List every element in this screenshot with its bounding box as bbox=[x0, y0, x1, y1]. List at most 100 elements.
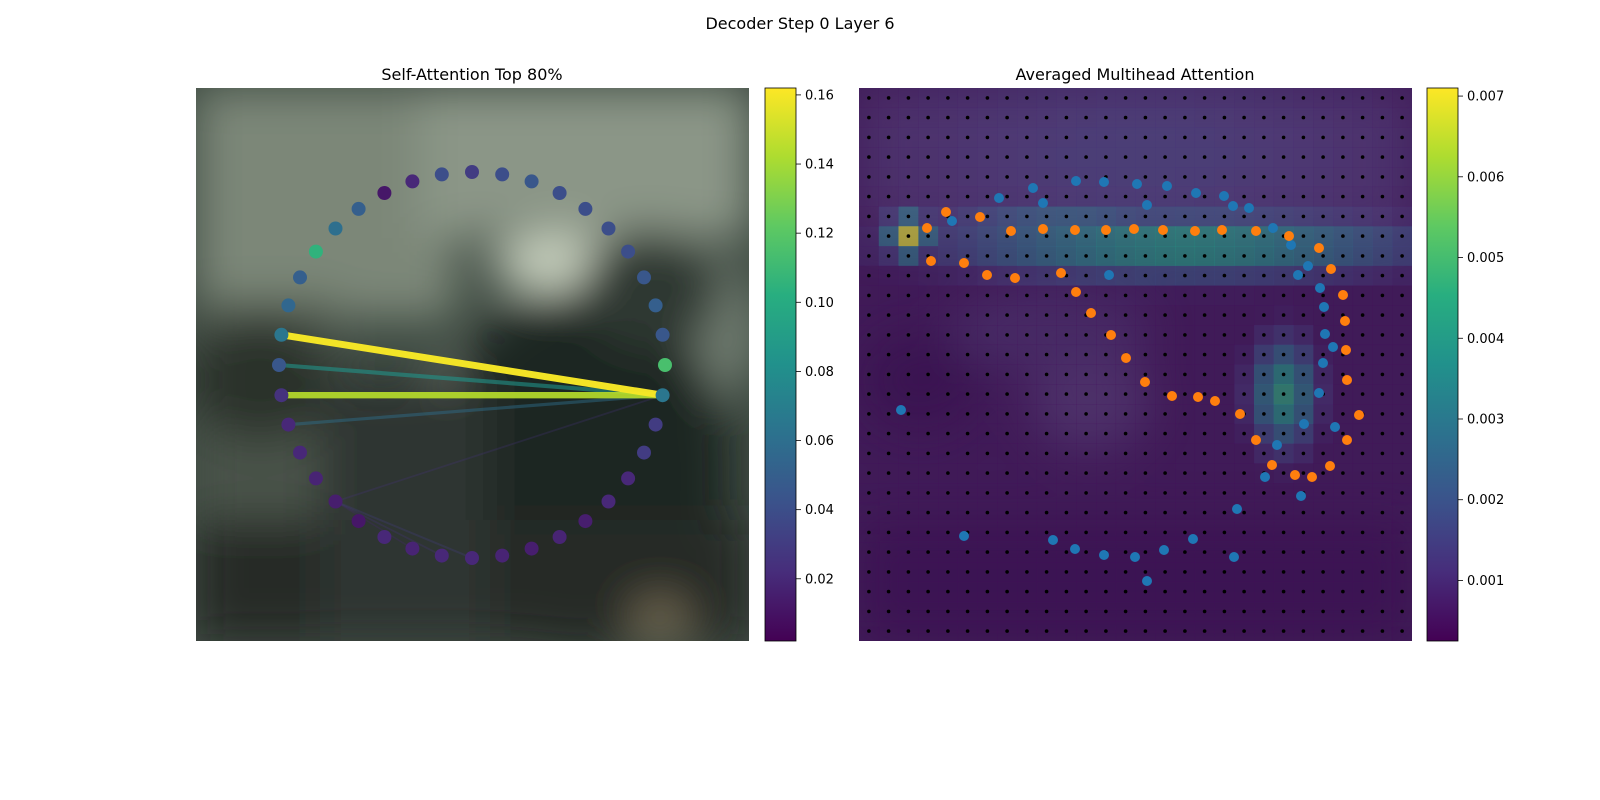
grid-dot bbox=[867, 629, 871, 633]
grid-dot bbox=[1380, 491, 1385, 495]
grid-dot bbox=[906, 234, 911, 238]
attention-point bbox=[658, 358, 672, 372]
grid-dot bbox=[1242, 352, 1246, 357]
grid-dot bbox=[926, 273, 930, 278]
grid-dot bbox=[1123, 194, 1128, 199]
grid-dot bbox=[1380, 175, 1385, 179]
grid-dot bbox=[1183, 352, 1187, 357]
grid-dot bbox=[965, 115, 970, 120]
grid-dot bbox=[965, 175, 970, 179]
grid-dot bbox=[1084, 273, 1088, 278]
grid-dot bbox=[946, 175, 950, 179]
attention-point bbox=[281, 417, 296, 432]
grid-dot bbox=[985, 214, 990, 219]
grid-dot bbox=[965, 412, 970, 416]
grid-dot bbox=[926, 431, 930, 436]
grid-dot bbox=[1202, 155, 1207, 159]
grid-dot bbox=[1183, 629, 1187, 633]
grid-dot bbox=[1360, 96, 1365, 100]
grid-dot bbox=[1301, 510, 1306, 515]
grid-dot bbox=[985, 96, 990, 100]
grid-dot bbox=[1222, 412, 1227, 416]
orange-point bbox=[1325, 461, 1335, 471]
grid-dot bbox=[867, 589, 871, 594]
grid-dot bbox=[1183, 451, 1187, 456]
grid-dot bbox=[1025, 352, 1029, 357]
grid-dot bbox=[1064, 412, 1069, 416]
grid-dot bbox=[1262, 609, 1266, 614]
grid-dot bbox=[1281, 273, 1286, 278]
blue-point bbox=[1132, 179, 1142, 189]
blue-point bbox=[1142, 200, 1152, 210]
grid-dot bbox=[1222, 293, 1227, 298]
blue-point bbox=[1318, 358, 1328, 368]
grid-dot bbox=[1242, 431, 1246, 436]
grid-dot bbox=[1242, 214, 1246, 219]
grid-dot bbox=[1044, 333, 1049, 337]
attention-point bbox=[308, 244, 323, 259]
grid-dot bbox=[1025, 451, 1029, 456]
grid-dot bbox=[1242, 372, 1246, 377]
blue-point bbox=[1229, 552, 1239, 562]
grid-dot bbox=[1341, 609, 1345, 614]
grid-dot bbox=[906, 372, 911, 377]
grid-dot bbox=[1262, 273, 1266, 278]
grid-dot bbox=[926, 412, 930, 416]
grid-dot bbox=[1222, 589, 1227, 594]
grid-dot bbox=[946, 155, 950, 159]
grid-dot bbox=[1400, 510, 1404, 515]
grid-dot bbox=[1281, 392, 1286, 396]
grid-dot bbox=[1281, 135, 1286, 140]
grid-dot bbox=[1183, 313, 1187, 317]
grid-dot bbox=[886, 234, 891, 238]
attention-point bbox=[495, 548, 510, 563]
orange-point bbox=[1326, 264, 1336, 274]
grid-dot bbox=[1123, 155, 1128, 159]
grid-dot bbox=[965, 273, 970, 278]
grid-dot bbox=[1084, 589, 1088, 594]
grid-dot bbox=[886, 254, 891, 258]
grid-dot bbox=[906, 570, 911, 574]
grid-dot bbox=[1005, 254, 1009, 258]
grid-dot bbox=[1084, 372, 1088, 377]
grid-dot bbox=[926, 194, 930, 199]
blue-point bbox=[896, 405, 906, 415]
right-colorbar: 0.001 0.002 0.003 0.004 0.005 0.006 0.007 bbox=[1426, 87, 1504, 642]
grid-dot bbox=[1301, 214, 1306, 219]
grid-dot bbox=[1064, 431, 1069, 436]
grid-dot bbox=[1163, 333, 1167, 337]
grid-dot bbox=[1143, 234, 1148, 238]
attention-point bbox=[434, 548, 449, 563]
grid-dot bbox=[1005, 194, 1009, 199]
grid-dot bbox=[926, 629, 930, 633]
grid-dot bbox=[1163, 293, 1167, 298]
grid-dot bbox=[1064, 234, 1069, 238]
grid-dot bbox=[906, 510, 911, 515]
grid-dot bbox=[985, 431, 990, 436]
grid-dot bbox=[1360, 254, 1365, 258]
grid-dot bbox=[1163, 372, 1167, 377]
grid-dot bbox=[1400, 175, 1404, 179]
grid-dot bbox=[1301, 254, 1306, 258]
grid-dot bbox=[867, 155, 871, 159]
grid-dot bbox=[1202, 451, 1207, 456]
grid-dot bbox=[1301, 451, 1306, 456]
grid-dot bbox=[1025, 570, 1029, 574]
grid-dot bbox=[1301, 589, 1306, 594]
attention-point bbox=[648, 298, 663, 313]
grid-dot bbox=[1301, 550, 1306, 554]
grid-dot bbox=[1242, 530, 1246, 535]
grid-dot bbox=[1321, 293, 1325, 298]
grid-dot bbox=[1143, 293, 1148, 298]
grid-dot bbox=[946, 589, 950, 594]
grid-dot bbox=[1222, 372, 1227, 377]
grid-dot bbox=[1301, 175, 1306, 179]
orange-point bbox=[1210, 396, 1220, 406]
grid-dot bbox=[906, 96, 911, 100]
grid-dot bbox=[1321, 609, 1325, 614]
grid-dot bbox=[1242, 175, 1246, 179]
orange-point bbox=[1290, 470, 1300, 480]
grid-dot bbox=[1005, 273, 1009, 278]
grid-dot bbox=[1064, 510, 1069, 515]
grid-dot bbox=[1242, 333, 1246, 337]
